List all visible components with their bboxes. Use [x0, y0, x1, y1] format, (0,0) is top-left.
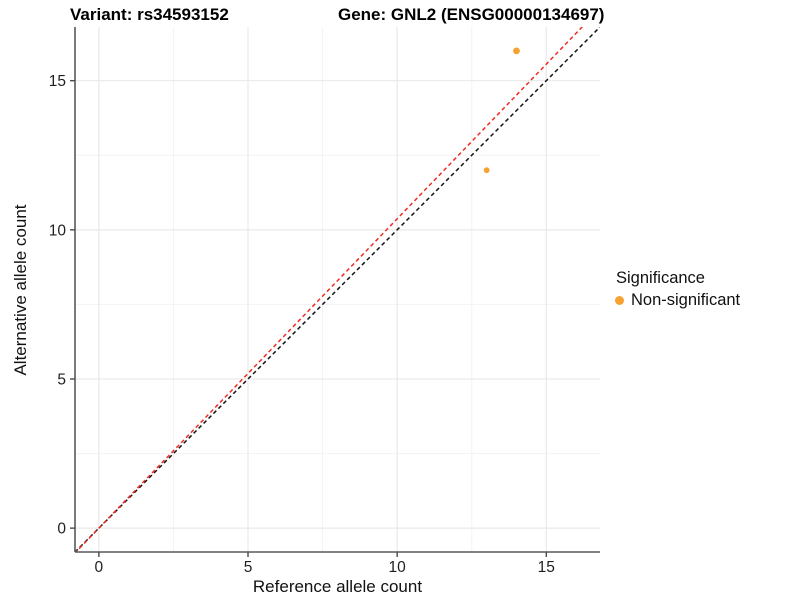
- x-axis-title: Reference allele count: [252, 577, 423, 596]
- identity-line: [75, 27, 600, 552]
- x-tick-label: 5: [244, 559, 253, 576]
- expected-ratio-line: [75, 27, 584, 552]
- y-axis-title: Alternative allele count: [11, 204, 30, 376]
- x-tick-label: 0: [95, 559, 104, 576]
- legend-title: Significance: [616, 269, 705, 287]
- y-tick-label: 5: [57, 371, 66, 388]
- legend-item: Non-significant: [615, 291, 740, 310]
- variant-title: Variant: rs34593152: [70, 5, 229, 24]
- y-tick-label: 15: [49, 73, 66, 90]
- y-tick-label: 0: [57, 521, 66, 538]
- x-tick-label: 15: [538, 559, 555, 576]
- legend-key-dot-icon: [615, 296, 624, 305]
- gene-title: Gene: GNL2 (ENSG00000134697): [338, 5, 605, 24]
- data-point: [483, 167, 490, 174]
- legend: Significance Non-significant: [615, 269, 740, 310]
- data-point: [513, 47, 520, 55]
- x-tick-label: 10: [389, 559, 407, 576]
- y-tick-label: 10: [49, 222, 67, 239]
- legend-item-label: Non-significant: [631, 291, 741, 309]
